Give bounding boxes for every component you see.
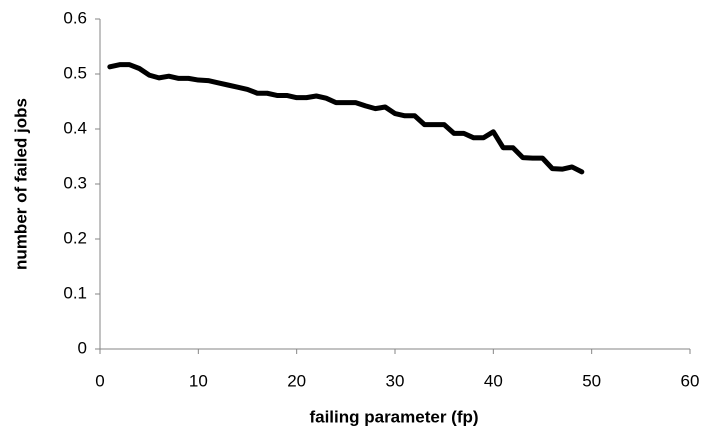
x-tick-label: 10 (189, 371, 208, 390)
x-tick-label: 50 (582, 371, 601, 390)
x-tick-label: 0 (95, 371, 104, 390)
y-tick-label: 0.3 (63, 173, 87, 192)
y-tick-label: 0 (78, 338, 87, 357)
y-tick-label: 0.1 (63, 283, 87, 302)
x-tick-label: 60 (681, 371, 700, 390)
y-tick-label: 0.4 (63, 118, 87, 137)
data-line (107, 62, 585, 175)
x-tick-label: 40 (484, 371, 503, 390)
x-axis-title: failing parameter (fp) (309, 407, 478, 426)
y-axis-title: number of failed jobs (11, 98, 30, 270)
y-tick-label: 0.6 (63, 8, 87, 27)
x-tick-label: 30 (386, 371, 405, 390)
y-tick-label: 0.5 (63, 63, 87, 82)
x-tick-label: 20 (287, 371, 306, 390)
y-tick-label: 0.2 (63, 228, 87, 247)
